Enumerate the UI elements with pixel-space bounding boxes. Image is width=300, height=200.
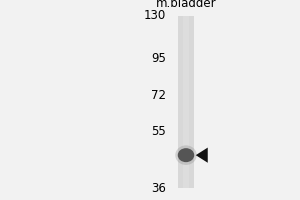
Text: 95: 95 (151, 52, 166, 65)
Text: 55: 55 (151, 125, 166, 138)
Bar (183, 16, 189, 188)
Text: 36: 36 (151, 182, 166, 194)
Bar (178, 16, 194, 188)
Text: m.bladder: m.bladder (156, 0, 216, 10)
Ellipse shape (175, 145, 197, 165)
Text: 72: 72 (151, 89, 166, 102)
Ellipse shape (178, 148, 194, 162)
Text: 130: 130 (143, 9, 166, 22)
Polygon shape (196, 148, 208, 163)
